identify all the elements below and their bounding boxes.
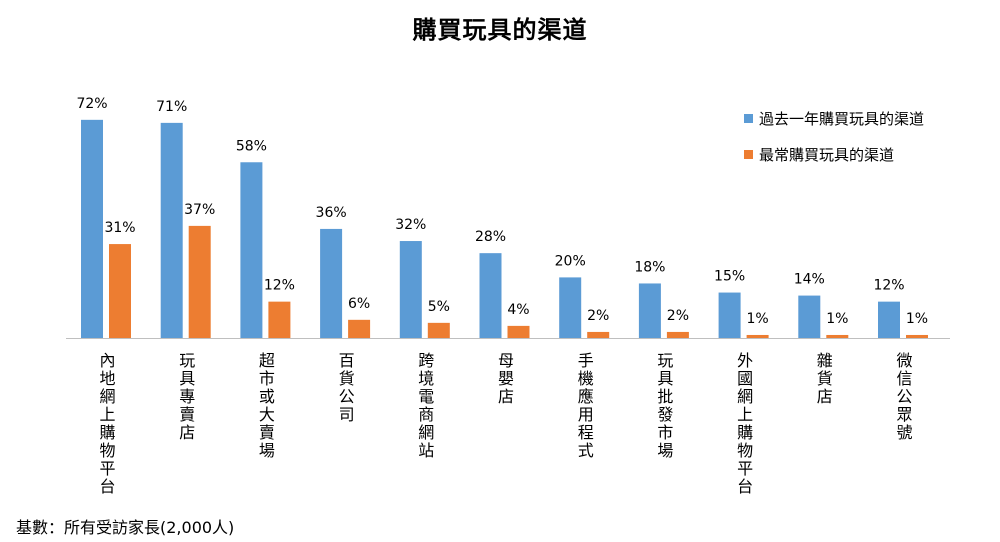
bar-series2-2 bbox=[188, 225, 211, 338]
bar-series1-2 bbox=[160, 122, 183, 339]
data-label-series1-5: 32% bbox=[395, 217, 426, 233]
data-label-series1-3: 58% bbox=[236, 138, 267, 154]
bar-series2-4 bbox=[348, 319, 371, 338]
data-label-series1-10: 14% bbox=[794, 272, 825, 288]
data-label-series1-8: 18% bbox=[634, 259, 665, 275]
category-label-3: 超市或大賣場 bbox=[256, 352, 275, 460]
category-label-7: 手機應用程式 bbox=[575, 352, 594, 460]
bar-series2-3 bbox=[268, 301, 291, 338]
data-label-series1-4: 36% bbox=[316, 205, 347, 221]
bar-series1-5 bbox=[399, 241, 422, 338]
data-label-series1-7: 20% bbox=[555, 253, 586, 269]
bar-series2-8 bbox=[666, 331, 689, 338]
bar-series1-6 bbox=[479, 253, 502, 338]
bar-series1-4 bbox=[320, 228, 343, 338]
bar-series1-11 bbox=[878, 301, 900, 338]
data-label-series2-4: 6% bbox=[348, 296, 370, 312]
legend-swatch-1 bbox=[744, 114, 753, 123]
bar-series2-11 bbox=[906, 334, 928, 338]
footnote: 基數：所有受訪家長(2,000人) bbox=[16, 518, 235, 537]
data-label-series1-1: 72% bbox=[76, 96, 107, 112]
category-label-1: 內地網上購物平台 bbox=[97, 352, 116, 496]
legend-label-2: 最常購買玩具的渠道 bbox=[759, 146, 894, 164]
legend-swatch-2 bbox=[744, 150, 753, 159]
data-label-series1-9: 15% bbox=[714, 269, 745, 285]
category-label-5: 跨境電商網站 bbox=[415, 352, 434, 460]
data-label-series2-5: 5% bbox=[428, 299, 450, 315]
bar-series1-8 bbox=[638, 283, 661, 338]
plot-area: 72% 71% 58% 36% 32% 28% 20% 18% 15% 14% 12% 31% 37% 1… bbox=[66, 96, 950, 496]
bar-series2-10 bbox=[826, 334, 849, 338]
category-label-11: 微信公眾號 bbox=[894, 352, 913, 442]
bar-series1-10 bbox=[798, 295, 821, 338]
data-label-series2-3: 12% bbox=[264, 278, 295, 294]
category-label-6: 母嬰店 bbox=[495, 352, 514, 406]
bar-series2-5 bbox=[427, 322, 450, 338]
category-label-4: 百貨公司 bbox=[336, 352, 355, 424]
data-label-series2-10: 1% bbox=[826, 311, 848, 327]
data-label-series1-2: 71% bbox=[156, 99, 187, 115]
data-label-series2-9: 1% bbox=[746, 311, 768, 327]
bar-series1-1 bbox=[81, 119, 103, 338]
bar-series2-7 bbox=[587, 331, 610, 338]
bar-series2-9 bbox=[746, 334, 769, 338]
bar-series2-6 bbox=[507, 325, 530, 338]
chart-title: 購買玩具的渠道 bbox=[412, 16, 588, 44]
data-label-series2-2: 37% bbox=[184, 202, 215, 218]
bar-series2-1 bbox=[109, 244, 131, 338]
data-label-series1-6: 28% bbox=[475, 229, 506, 245]
data-label-series1-11: 12% bbox=[873, 278, 904, 294]
category-label-2: 玩具專賣店 bbox=[176, 352, 195, 442]
legend-label-1: 過去一年購買玩具的渠道 bbox=[759, 110, 924, 128]
data-label-series2-6: 4% bbox=[507, 302, 529, 318]
category-label-9: 外國網上購物平台 bbox=[734, 352, 753, 496]
data-label-series2-8: 2% bbox=[667, 308, 689, 324]
data-label-series2-7: 2% bbox=[587, 308, 609, 324]
data-label-series2-1: 31% bbox=[104, 220, 135, 236]
bar-series1-7 bbox=[559, 277, 582, 338]
bar-series1-3 bbox=[240, 162, 263, 338]
bar-series1-9 bbox=[718, 292, 741, 338]
category-label-8: 玩具批發市場 bbox=[654, 352, 673, 460]
category-label-10: 雜貨店 bbox=[814, 352, 833, 406]
data-label-series2-11: 1% bbox=[906, 311, 928, 327]
